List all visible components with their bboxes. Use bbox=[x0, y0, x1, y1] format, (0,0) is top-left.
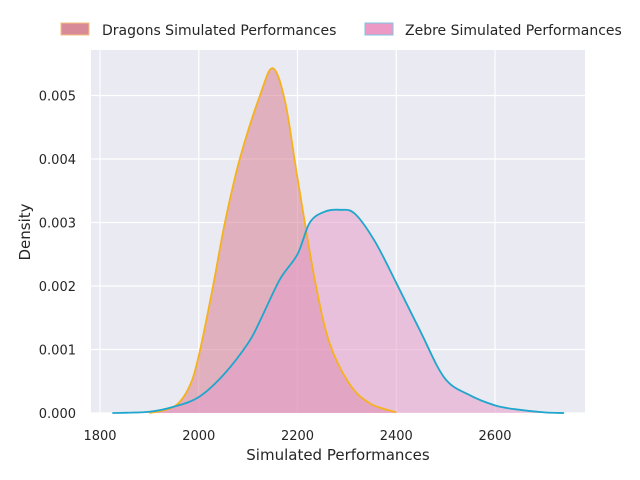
density-line-zebre bbox=[112, 208, 565, 414]
x-tick-label: 2000 bbox=[182, 429, 215, 444]
x-tick-label: 2200 bbox=[281, 429, 314, 444]
legend: Dragons Simulated Performances Zebre Sim… bbox=[60, 22, 622, 39]
y-tick-label: 0.001 bbox=[39, 344, 76, 359]
y-tick-label: 0.003 bbox=[39, 217, 76, 232]
x-tick-label: 1800 bbox=[83, 429, 116, 444]
y-tick-label: 0.004 bbox=[39, 153, 76, 168]
y-tick-label: 0.002 bbox=[39, 280, 76, 295]
density-area-zebre bbox=[112, 209, 565, 413]
x-tick-label: 2600 bbox=[478, 429, 511, 444]
x-tick-label: 2400 bbox=[380, 429, 413, 444]
legend-swatch-zebre bbox=[364, 22, 394, 36]
legend-swatch-dragons bbox=[60, 22, 90, 36]
y-tick-label: 0.000 bbox=[39, 407, 76, 422]
density-line-dragons bbox=[149, 67, 397, 414]
y-tick-label: 0.005 bbox=[39, 90, 76, 105]
density-area-dragons bbox=[149, 68, 397, 413]
legend-label-dragons: Dragons Simulated Performances bbox=[102, 23, 336, 39]
x-axis-label: Simulated Performances bbox=[246, 446, 430, 464]
legend-label-zebre: Zebre Simulated Performances bbox=[405, 23, 622, 39]
y-axis-label: Density bbox=[16, 203, 34, 260]
